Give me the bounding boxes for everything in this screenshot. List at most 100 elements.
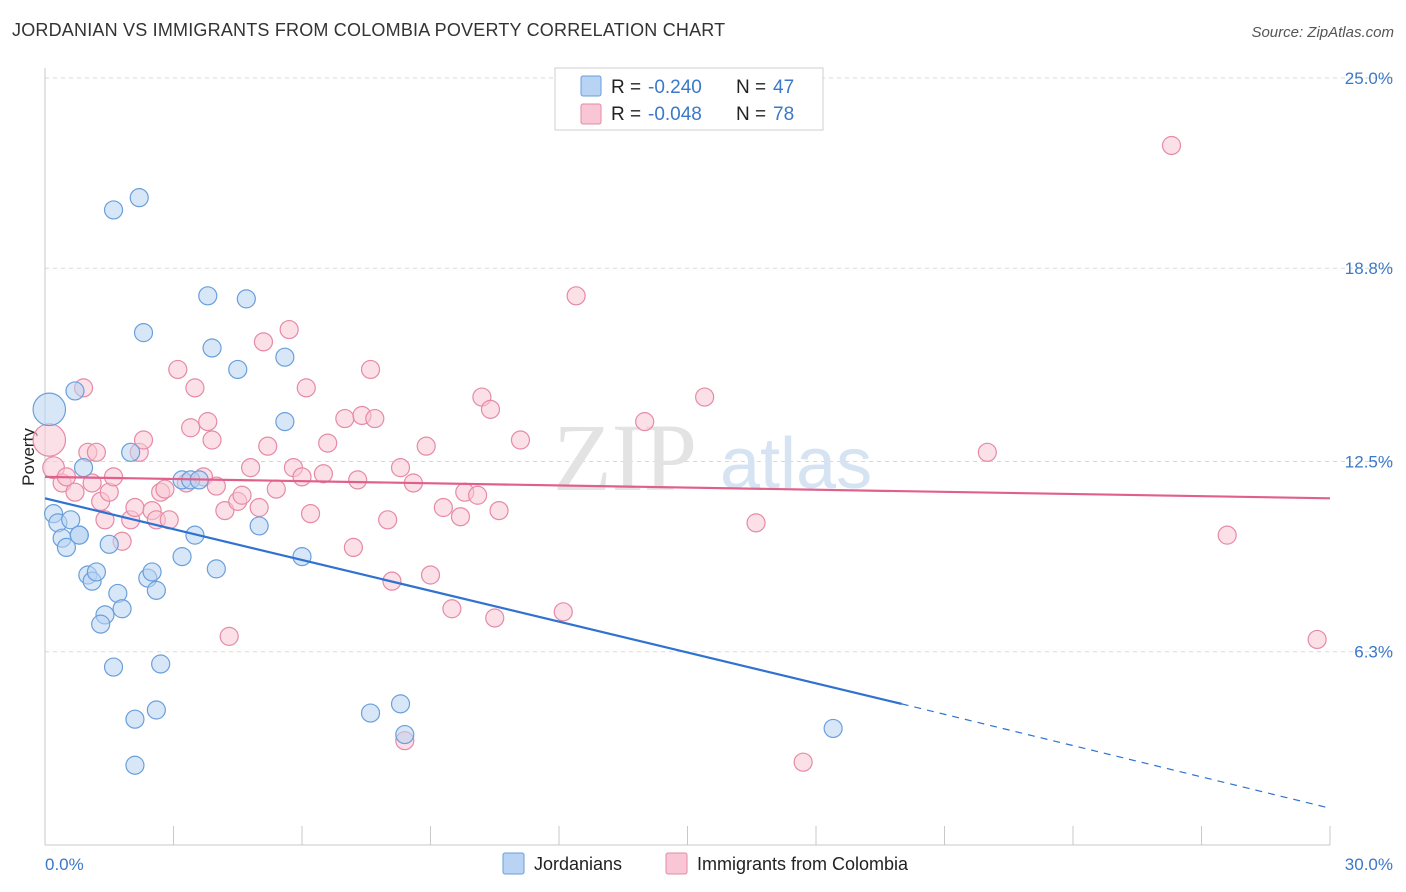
trend-line-jordanians-extension (901, 703, 1331, 809)
colombia-point (300, 504, 321, 524)
watermark-zip: ZIP (553, 404, 697, 511)
jordanians-point (86, 562, 107, 582)
y-tick-label: 12.5% (1345, 453, 1393, 472)
jordanians-point (146, 580, 166, 600)
colombia-point (313, 464, 334, 484)
jordanians-point (249, 516, 269, 536)
grid-layer (45, 77, 1393, 653)
jordanians-point (275, 347, 295, 367)
colombia-point (168, 359, 188, 380)
trend-line-colombia (44, 475, 1331, 500)
colombia-point (296, 378, 316, 398)
jordanians-point (146, 700, 166, 720)
colombia-point (365, 408, 385, 429)
colombia-point (335, 408, 355, 429)
colombia-point (468, 485, 488, 505)
chart-title: JORDANIAN VS IMMIGRANTS FROM COLOMBIA PO… (12, 20, 726, 40)
watermark-atlas: atlas (720, 424, 872, 504)
colombia-point (378, 510, 398, 530)
y-tick-label: 6.3% (1354, 643, 1393, 662)
colombia-point (232, 485, 252, 505)
y-tick-label: 25.0% (1345, 69, 1393, 88)
jordanians-point (228, 359, 248, 380)
colombia-point (635, 412, 655, 432)
jordanians-point (198, 286, 218, 306)
colombia-point (155, 479, 175, 499)
colombia-point (125, 497, 145, 518)
legend-r-value-2: -0.048 (648, 104, 702, 125)
colombia-point (433, 497, 453, 518)
colombia-point (95, 510, 115, 530)
bottom-legend-swatch-jordanians (502, 852, 525, 875)
jordanians-point (360, 703, 381, 723)
legend-swatch-colombia (580, 103, 602, 125)
colombia-point (202, 430, 222, 450)
y-axis-tick-labels: 6.3% 12.5% 18.8% 25.0% (1345, 69, 1393, 662)
jordanians-point (292, 547, 312, 567)
colombia-point (292, 467, 312, 487)
colombia-point (450, 507, 471, 527)
colombia-point (442, 599, 462, 619)
jordanians-point (103, 200, 124, 220)
jordanians-point (395, 724, 415, 745)
colombia-point (133, 430, 154, 450)
colombia-point (32, 423, 67, 457)
trend-lines (44, 475, 1331, 809)
series-jordanians (32, 188, 843, 775)
colombia-point (348, 470, 368, 490)
legend-r-label-2: R = (611, 104, 641, 125)
colombia-point (1217, 525, 1237, 545)
jordanians-point (129, 188, 149, 208)
jordanians-point (133, 323, 154, 343)
colombia-point (485, 608, 505, 628)
series-colombia (32, 135, 1327, 772)
colombia-point (253, 332, 274, 352)
legend-n-label-1: N = (736, 77, 766, 98)
jordanians-point (65, 381, 85, 401)
colombia-point (219, 626, 239, 646)
colombia-point (695, 387, 715, 407)
x-tick-label-min: 0.0% (45, 855, 84, 874)
jordanians-point (32, 392, 67, 427)
colombia-point (198, 412, 218, 432)
source-label: Source: ZipAtlas.com (1251, 24, 1394, 41)
colombia-point (258, 436, 278, 456)
jordanians-point (61, 510, 81, 530)
colombia-point (510, 430, 531, 450)
colombia-point (420, 565, 441, 585)
jordanians-point (73, 458, 94, 478)
bottom-legend: Jordanians Immigrants from Colombia (502, 852, 909, 875)
colombia-point (977, 442, 997, 462)
colombia-point (480, 399, 501, 419)
trend-line-jordanians (44, 497, 902, 705)
jordanians-point (206, 559, 226, 579)
legend-swatch-jordanians (580, 75, 602, 97)
legend-r-value-1: -0.240 (648, 77, 702, 98)
colombia-point (266, 479, 286, 499)
jordanians-point (56, 537, 77, 558)
y-tick-label: 18.8% (1345, 259, 1393, 278)
jordanians-point (125, 755, 145, 775)
colombia-point (185, 378, 205, 398)
colombia-point (489, 500, 509, 521)
colombia-point (360, 359, 381, 380)
colombia-point (241, 458, 261, 478)
colombia-point (566, 286, 586, 306)
jordanians-point (823, 718, 843, 739)
legend-n-value-1: 47 (773, 77, 794, 98)
colombia-point (318, 433, 338, 453)
bottom-legend-swatch-colombia (665, 852, 688, 875)
colombia-point (181, 418, 201, 438)
jordanians-point (69, 525, 89, 545)
colombia-point (1307, 629, 1327, 650)
jordanians-point (151, 654, 171, 674)
x-axis-ticks (44, 826, 1331, 845)
x-tick-label-max: 30.0% (1345, 855, 1393, 874)
bottom-legend-label-colombia: Immigrants from Colombia (697, 854, 909, 874)
colombia-point (793, 752, 813, 772)
colombia-point (249, 497, 269, 518)
jordanians-point (172, 547, 192, 567)
colombia-point (279, 319, 299, 340)
colombia-point (65, 482, 85, 502)
